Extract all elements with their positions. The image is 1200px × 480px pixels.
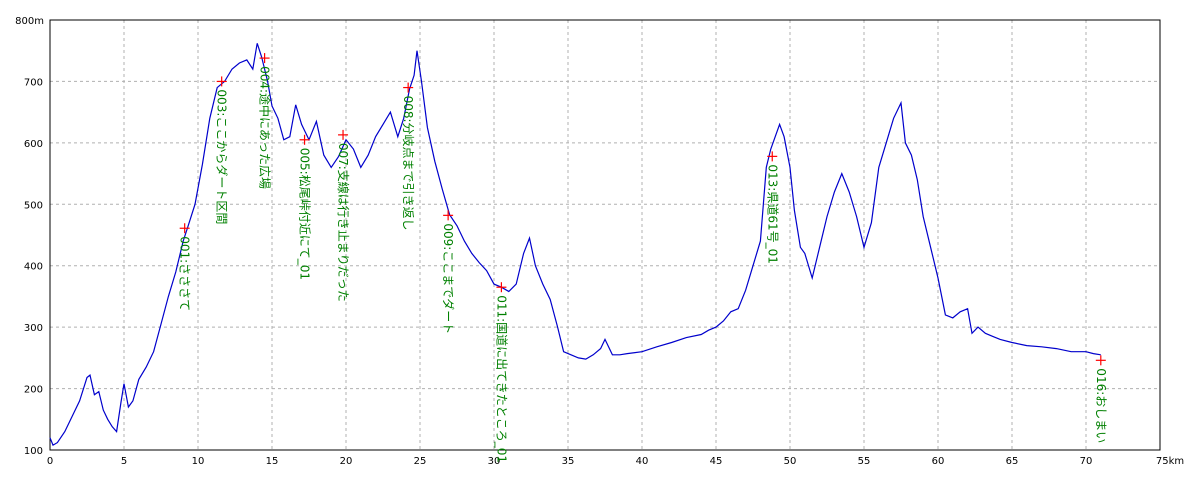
- y-tick-label: 100: [24, 446, 43, 457]
- waypoint-marker: [767, 151, 778, 162]
- waypoint-label: 008:分岐点まで引き返し: [401, 96, 415, 231]
- x-tick-label: 40: [636, 456, 649, 467]
- waypoint-labels: 001:さささて 003:ここからダート区間 004:途中にあった広場 005:松尾峠…: [178, 66, 1108, 463]
- waypoint-marker: [216, 76, 227, 87]
- waypoint-label: 011:国道に出てきたところ_01: [494, 295, 508, 463]
- waypoint-marker: [299, 134, 310, 145]
- y-tick-label: 200: [24, 385, 43, 396]
- y-tick-label: 600: [24, 139, 43, 150]
- x-tick-label: 25: [414, 456, 427, 467]
- x-tick-label: 75km: [1156, 456, 1184, 467]
- y-tick-label: 500: [24, 200, 43, 211]
- x-tick-label: 70: [1080, 456, 1093, 467]
- x-axis-ticks: 0 5 10 15 20 25 30 35 40 45 50 55 60 65 70 75km: [47, 456, 1184, 467]
- waypoint-marker: [443, 210, 454, 221]
- waypoint-markers: [179, 53, 1106, 366]
- elevation-profile-line: [49, 43, 1101, 446]
- x-tick-label: 60: [932, 456, 945, 467]
- y-axis-ticks: 100 200 300 400 500 600 700 800m: [15, 16, 44, 457]
- x-tick-label: 0: [47, 456, 53, 467]
- waypoint-label: 004:途中にあった広場: [258, 66, 273, 189]
- y-tick-label: 700: [24, 77, 43, 88]
- chart-grid: [50, 20, 1160, 450]
- waypoint-label: 016:おしまい: [1094, 368, 1108, 443]
- x-tick-label: 5: [121, 456, 127, 467]
- waypoint-marker: [338, 129, 349, 140]
- waypoint-marker: [403, 82, 414, 93]
- y-tick-label: 400: [24, 262, 43, 273]
- y-tick-label: 300: [24, 323, 43, 334]
- waypoint-label: 001:さささて: [178, 236, 192, 311]
- waypoint-marker: [259, 53, 270, 64]
- x-tick-label: 30: [488, 456, 501, 467]
- x-tick-label: 20: [340, 456, 353, 467]
- x-tick-label: 45: [710, 456, 723, 467]
- x-tick-label: 50: [784, 456, 797, 467]
- waypoint-label: 007:支線は行き止まりだった: [336, 143, 351, 302]
- x-tick-label: 65: [1006, 456, 1019, 467]
- x-tick-label: 55: [858, 456, 871, 467]
- waypoint-marker: [1095, 355, 1106, 366]
- x-tick-label: 10: [192, 456, 205, 467]
- waypoint-marker: [179, 223, 190, 234]
- x-tick-label: 35: [562, 456, 575, 467]
- waypoint-marker: [496, 282, 507, 293]
- y-tick-label: 800m: [15, 16, 44, 27]
- x-tick-label: 15: [266, 456, 279, 467]
- plot-frame: [49, 19, 1161, 451]
- waypoint-label: 005:松尾峠付近にて_01: [298, 148, 313, 280]
- waypoint-label: 003:ここからダート区間: [215, 89, 230, 224]
- waypoint-label: 009:ここまでダート: [441, 223, 456, 334]
- waypoint-label: 013:県道61号_01: [765, 164, 779, 264]
